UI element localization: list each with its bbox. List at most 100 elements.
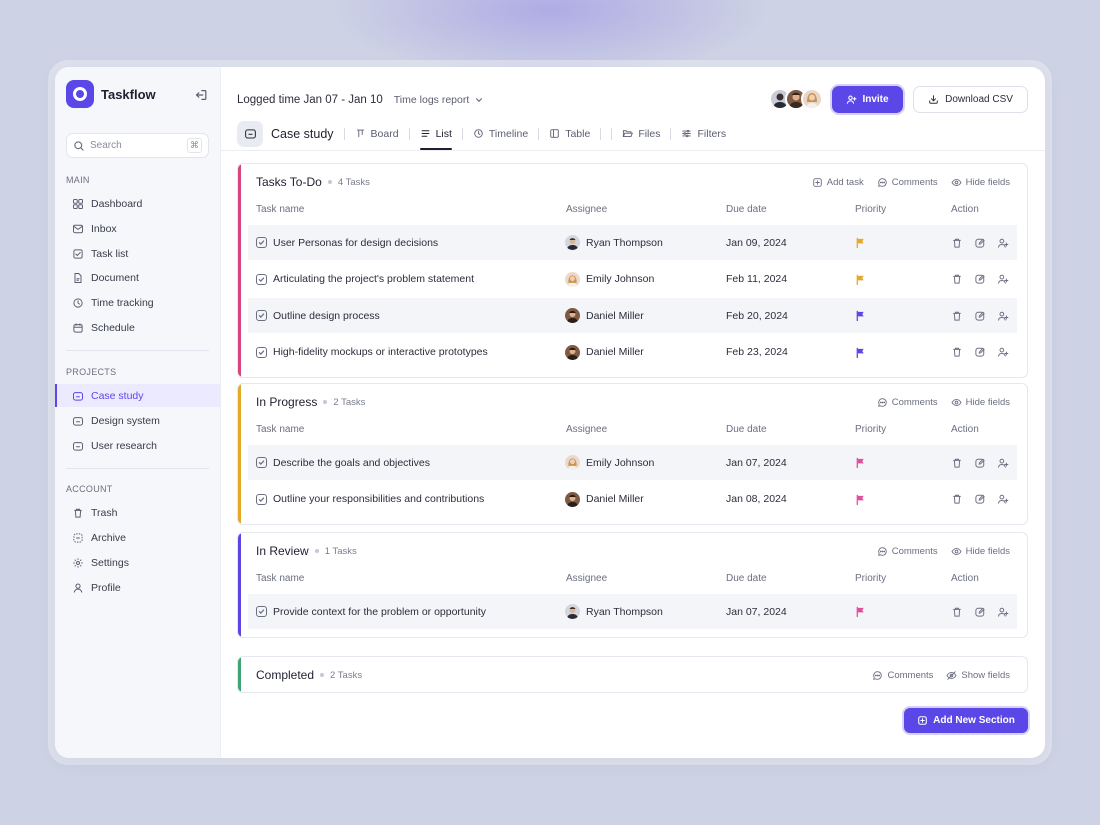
- add-new-section-button[interactable]: Add New Section: [904, 708, 1028, 733]
- column-header-assignee: Assignee: [566, 573, 608, 584]
- edit-icon[interactable]: [974, 606, 986, 618]
- comment-icon: [877, 546, 887, 556]
- tab-table[interactable]: Table: [549, 117, 590, 150]
- sidebar-item-archive[interactable]: Archive: [55, 526, 220, 549]
- priority-flag[interactable]: [855, 482, 866, 517]
- assign-user-icon[interactable]: [997, 457, 1009, 469]
- sidebar-item-case-study[interactable]: Case study: [55, 384, 220, 407]
- trash-icon[interactable]: [951, 606, 963, 618]
- trash-icon[interactable]: [951, 457, 963, 469]
- sidebar-item-design-system[interactable]: Design system: [55, 409, 220, 432]
- assign-user-icon[interactable]: [997, 310, 1009, 322]
- table-row[interactable]: Outline your responsibilities and contri…: [248, 482, 1017, 517]
- comments-button[interactable]: Comments: [877, 546, 938, 557]
- priority-flag[interactable]: [855, 298, 866, 333]
- task-checkbox[interactable]: [256, 493, 267, 505]
- tab-timeline[interactable]: Timeline: [473, 117, 528, 150]
- assign-user-icon[interactable]: [997, 273, 1009, 285]
- invite-button[interactable]: Invite: [832, 86, 903, 113]
- edit-icon[interactable]: [974, 273, 986, 285]
- table-row[interactable]: Provide context for the problem or oppor…: [248, 594, 1017, 629]
- section-actions: Comments Hide fields: [864, 395, 1010, 409]
- tab-filters[interactable]: Filters: [681, 117, 726, 150]
- assign-user-icon[interactable]: [997, 606, 1009, 618]
- task-checkbox[interactable]: [256, 606, 267, 617]
- action-label: Comments: [891, 176, 938, 188]
- team-avatars[interactable]: [769, 88, 823, 110]
- assignee-name: Daniel Miller: [586, 493, 644, 505]
- hide-fields-button[interactable]: Hide fields: [951, 546, 1010, 557]
- table-row[interactable]: Outline design process Daniel Miller Feb 2…: [248, 298, 1017, 333]
- task-checkbox[interactable]: [256, 457, 267, 468]
- separator-dot: [323, 400, 328, 404]
- trash-icon[interactable]: [951, 273, 963, 285]
- table-row[interactable]: High-fidelity mockups or interactive pro…: [248, 335, 1017, 370]
- assign-user-icon[interactable]: [997, 493, 1009, 505]
- task-checkbox[interactable]: [256, 237, 267, 248]
- comment-icon: [877, 177, 887, 187]
- sidebar-item-profile[interactable]: Profile: [55, 576, 220, 599]
- column-header-action: Action: [951, 573, 979, 584]
- comments-button[interactable]: Comments: [877, 397, 938, 408]
- assign-user-icon[interactable]: [997, 237, 1009, 249]
- hide-fields-button[interactable]: Hide fields: [951, 177, 1010, 188]
- sidebar-item-trash[interactable]: Trash: [55, 501, 220, 524]
- action-label: Comments: [891, 396, 938, 408]
- tab-files[interactable]: Files: [622, 117, 660, 150]
- sidebar-item-label: Settings: [91, 556, 129, 569]
- table-row[interactable]: Articulating the project's problem state…: [248, 262, 1017, 297]
- hide-fields-button[interactable]: Hide fields: [951, 397, 1010, 408]
- comment-icon: [873, 670, 883, 680]
- search-input[interactable]: Search ⌘: [66, 133, 209, 158]
- trash-icon[interactable]: [951, 493, 963, 505]
- assignee-name: Emily Johnson: [586, 273, 655, 285]
- time-logs-report-dropdown[interactable]: Time logs report: [394, 94, 484, 106]
- priority-flag[interactable]: [855, 262, 866, 297]
- priority-flag[interactable]: [855, 225, 866, 260]
- trash-icon[interactable]: [951, 310, 963, 322]
- task-checkbox[interactable]: [256, 273, 267, 285]
- sidebar-item-schedule[interactable]: Schedule: [55, 316, 220, 339]
- tab-label: Files: [638, 127, 661, 140]
- tab-board[interactable]: Board: [355, 117, 399, 150]
- edit-icon[interactable]: [974, 457, 986, 469]
- edit-icon[interactable]: [974, 493, 986, 505]
- inbox-icon: [73, 224, 83, 233]
- sidebar-item-inbox[interactable]: Inbox: [55, 217, 220, 240]
- edit-icon[interactable]: [974, 237, 986, 249]
- collapse-sidebar-icon[interactable]: [194, 88, 208, 102]
- edit-icon[interactable]: [974, 346, 986, 358]
- trash-icon[interactable]: [951, 346, 963, 358]
- download-csv-button[interactable]: Download CSV: [913, 86, 1028, 113]
- sidebar-item-task-list[interactable]: Task list: [55, 242, 220, 265]
- section-tasks-to-do: Tasks To-Do 4 Tasks Add task Comments Hide f…: [237, 163, 1028, 378]
- trash-icon[interactable]: [951, 237, 963, 249]
- sidebar-item-time-tracking[interactable]: Time tracking: [55, 291, 220, 314]
- edit-icon[interactable]: [974, 310, 986, 322]
- project-folder-icon: [237, 120, 263, 147]
- table-row[interactable]: User Personas for design decisions Ryan T…: [248, 225, 1017, 260]
- tab-list[interactable]: List: [419, 117, 453, 150]
- assign-user-icon[interactable]: [997, 346, 1009, 358]
- task-checkbox[interactable]: [256, 310, 267, 321]
- sidebar-item-dashboard[interactable]: Dashboard: [55, 192, 220, 215]
- assignee-name: Ryan Thompson: [586, 236, 663, 249]
- sidebar-item-settings[interactable]: Settings: [55, 551, 220, 574]
- priority-flag[interactable]: [855, 445, 866, 480]
- sidebar-item-user-research[interactable]: User research: [55, 434, 220, 457]
- task-checkbox[interactable]: [256, 346, 267, 358]
- section-color-bar: [238, 657, 241, 692]
- add-task-button[interactable]: Add task: [812, 177, 864, 188]
- table-header: Task name Assignee Due date Priority Action: [256, 204, 1017, 218]
- download-icon: [929, 95, 938, 104]
- table-row[interactable]: Describe the goals and objectives Emily J…: [248, 445, 1017, 480]
- column-header-action: Action: [951, 424, 979, 435]
- task-name: Describe the goals and objectives: [273, 456, 431, 469]
- sidebar-item-document[interactable]: Document: [55, 266, 220, 289]
- priority-flag[interactable]: [855, 594, 866, 629]
- comments-button[interactable]: Comments: [877, 177, 938, 188]
- show-fields-button[interactable]: Show fields: [946, 670, 1010, 681]
- comments-button[interactable]: Comments: [872, 670, 933, 681]
- due-date: Jan 07, 2024: [726, 456, 787, 469]
- priority-flag[interactable]: [855, 335, 866, 370]
